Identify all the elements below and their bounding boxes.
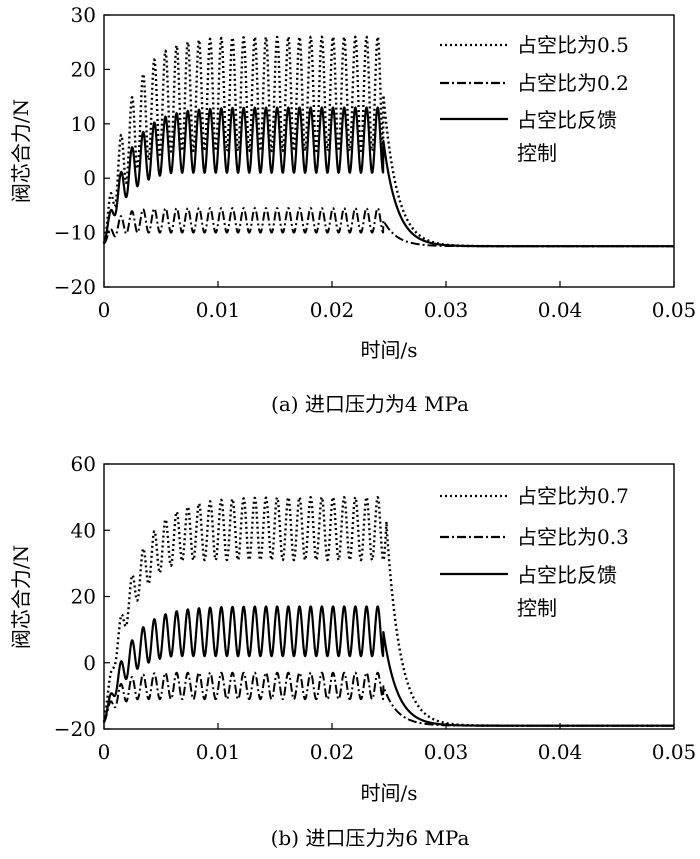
x-tick-label: 0.01 <box>196 298 241 322</box>
x-tick-label: 0.04 <box>538 298 583 322</box>
y-tick-label: 10 <box>71 112 96 136</box>
legend-label-a-3-line2: 控制 <box>517 141 557 165</box>
y-tick-label: 40 <box>71 518 96 542</box>
caption-b: (b) 进口压力为6 MPa <box>271 826 470 850</box>
x-tick-label: 0.03 <box>424 298 469 322</box>
x-tick-label: 0 <box>98 298 111 322</box>
legend-label-a-3: 占空比反馈 控制 <box>517 108 623 165</box>
x-tick-label: 0.02 <box>310 740 355 764</box>
y-tick-label: 60 <box>71 452 96 476</box>
y-axis-label-a: 阀芯合力/N <box>9 99 33 203</box>
y-tick-label: 20 <box>71 57 96 81</box>
x-tick-label: 0.02 <box>310 298 355 322</box>
y-tick-label: 0 <box>83 166 96 190</box>
x-tick-label: 0 <box>98 740 111 764</box>
panel-a: 0 0.01 0.02 0.03 0.04 0.05 30 20 10 0 −10 −20 阀芯合力/… <box>9 3 696 416</box>
y-tick-label: 0 <box>83 651 96 675</box>
series-line-b-2 <box>103 671 675 727</box>
legend-label-b-1: 占空比为0.7 <box>517 484 629 508</box>
series-line-a-3 <box>102 106 675 248</box>
legend-label-b-3: 占空比反馈 控制 <box>517 563 623 620</box>
caption-a: (a) 进口压力为4 MPa <box>271 392 469 416</box>
x-tick-label: 0.05 <box>652 298 697 322</box>
y-tick-label: 30 <box>71 3 96 27</box>
legend-label-a-1: 占空比为0.5 <box>517 33 629 57</box>
y-axis-label-b: 阀芯合力/N <box>9 545 33 649</box>
ticks-a: 0 0.01 0.02 0.03 0.04 0.05 30 20 10 0 −10 −20 <box>54 3 696 322</box>
y-tick-label: −20 <box>54 275 96 299</box>
x-axis-label-a: 时间/s <box>360 338 417 362</box>
series-group-b <box>102 495 675 727</box>
legend-label-b-3-line2: 控制 <box>517 596 557 620</box>
y-tick-label: −10 <box>54 221 96 245</box>
x-tick-label: 0.04 <box>538 740 583 764</box>
x-axis-label-b: 时间/s <box>360 781 417 805</box>
legend-label-b-2: 占空比为0.3 <box>517 525 629 549</box>
series-group-a <box>102 35 675 248</box>
legend-a: 占空比为0.5 占空比为0.2 占空比反馈 控制 <box>440 33 629 165</box>
legend-label-a-3-line1: 占空比反馈 <box>517 108 617 132</box>
legend-label-a-2: 占空比为0.2 <box>517 71 629 95</box>
legend-b: 占空比为0.7 占空比为0.3 占空比反馈 控制 <box>440 484 629 620</box>
x-tick-label: 0.03 <box>424 740 469 764</box>
plot-frame-a <box>103 14 675 288</box>
y-tick-label: 20 <box>71 585 96 609</box>
x-tick-label: 0.01 <box>196 740 241 764</box>
x-tick-label: 0.05 <box>652 740 697 764</box>
series-line-b-3 <box>102 605 675 727</box>
legend-label-b-3-line1: 占空比反馈 <box>517 563 617 587</box>
y-tick-label: −20 <box>54 717 96 741</box>
series-line-a-2 <box>103 207 675 248</box>
